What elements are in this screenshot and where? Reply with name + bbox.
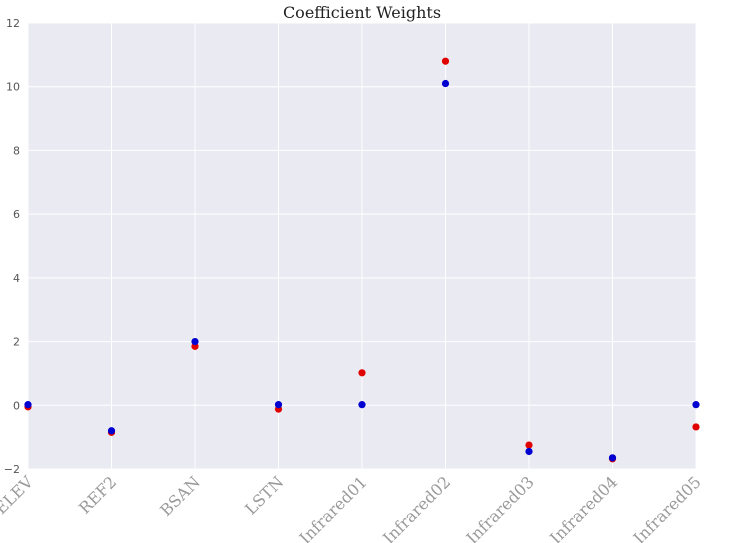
x-tick-label: Infrared02 bbox=[379, 472, 454, 543]
data-point-series-2 bbox=[441, 79, 450, 88]
y-tick-label: 8 bbox=[13, 144, 20, 157]
data-point-series-2 bbox=[191, 337, 199, 346]
data-point-series-1 bbox=[525, 441, 533, 449]
x-tick-label: BSAN bbox=[156, 472, 204, 520]
data-points bbox=[24, 57, 700, 463]
data-point-series-2 bbox=[692, 401, 700, 409]
data-point-series-1 bbox=[441, 57, 450, 65]
x-tick-label: Infrared03 bbox=[463, 472, 538, 543]
y-tick-label: 0 bbox=[13, 399, 20, 412]
y-tick-label: −2 bbox=[4, 463, 20, 476]
y-tick-label: 6 bbox=[13, 208, 20, 221]
data-point-series-2 bbox=[525, 447, 533, 456]
data-point-series-1 bbox=[358, 369, 366, 377]
data-point-series-2 bbox=[358, 401, 366, 409]
y-tick-label: 4 bbox=[13, 272, 20, 285]
data-point-series-2 bbox=[107, 427, 116, 435]
y-tick-label: 12 bbox=[6, 17, 20, 30]
data-point-series-2 bbox=[274, 401, 283, 409]
y-tick-label: 2 bbox=[13, 336, 20, 349]
y-axis-ticks: −2 0 2 4 6 8 10 12 bbox=[4, 17, 20, 476]
x-tick-label: REF2 bbox=[75, 472, 120, 517]
x-tick-label: LSTN bbox=[241, 472, 287, 518]
chart-title: Coefficient Weights bbox=[283, 3, 441, 22]
data-point-series-2 bbox=[608, 454, 617, 462]
y-tick-label: 10 bbox=[6, 81, 20, 94]
x-tick-label: Infrared04 bbox=[546, 472, 621, 543]
data-point-series-2 bbox=[24, 401, 32, 409]
data-point-series-1 bbox=[692, 423, 700, 431]
x-tick-label: ELEV bbox=[0, 472, 37, 518]
x-tick-label: Infrared01 bbox=[296, 472, 371, 543]
x-tick-label: Infrared05 bbox=[630, 472, 705, 543]
x-axis-ticks: ELEV REF2 BSAN LSTN Infrared01 Infrared02 Infr… bbox=[0, 472, 705, 543]
